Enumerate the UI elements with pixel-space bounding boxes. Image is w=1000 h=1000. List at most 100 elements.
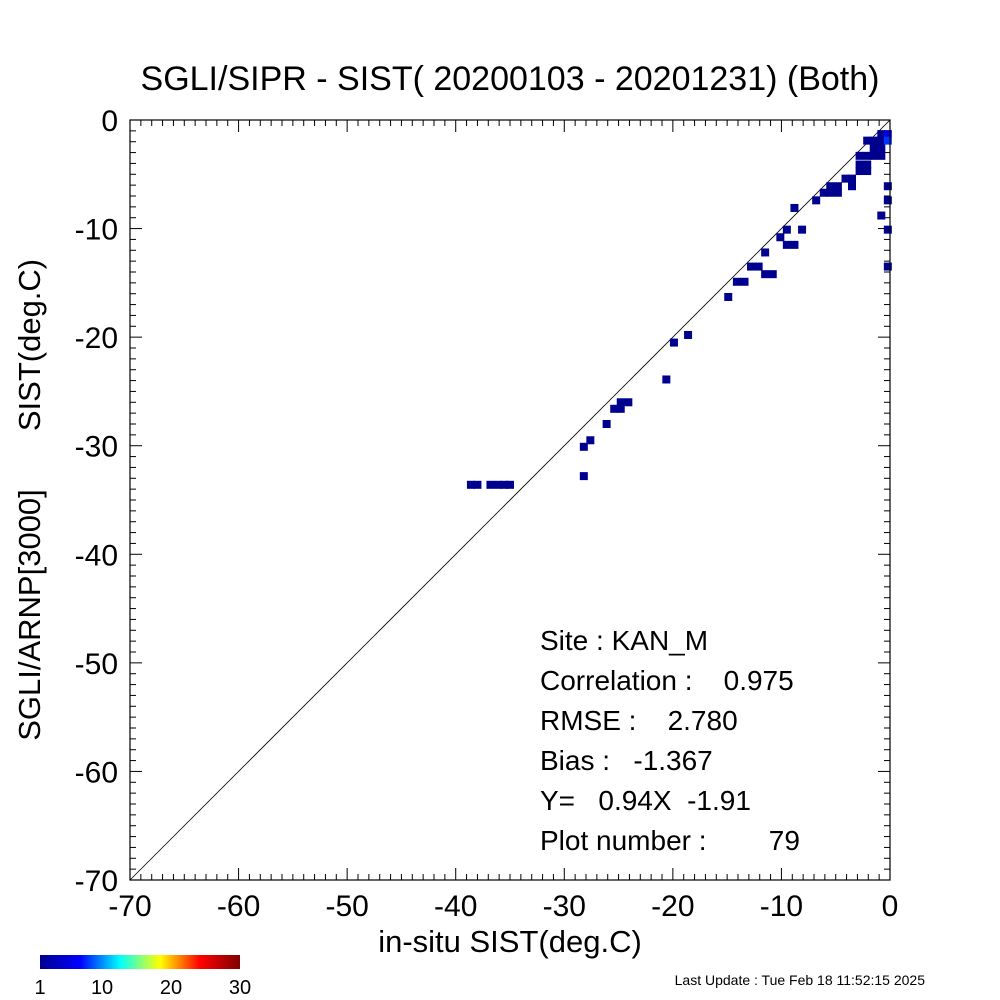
data-point [486,480,495,489]
data-point [662,375,671,384]
y-tick-labels: 0 -10 -20 -30 -40 -50 -60 -70 [75,105,118,898]
data-point [863,167,872,176]
data-point [877,151,886,160]
data-points [466,130,892,489]
last-update-text: Last Update : Tue Feb 18 11:52:15 2025 [675,972,926,988]
data-point [610,404,619,413]
data-point [586,436,595,445]
stats-line: Site : KAN_M [540,625,708,656]
data-point [624,398,633,407]
data-point [869,144,878,153]
x-tick-label: -10 [760,890,803,923]
data-point [812,196,821,205]
data-point [869,151,878,160]
data-point [877,211,886,220]
data-point [826,182,835,191]
data-point [494,480,503,489]
data-point [466,480,475,489]
stats-line: Plot number : 79 [540,825,800,856]
data-point [826,188,835,197]
x-tick-label: 0 [882,890,899,923]
data-point [684,330,693,339]
stats-line: Correlation : 0.975 [540,665,794,696]
colorbar-tick-label: 10 [91,977,113,999]
data-point [855,167,864,176]
data-point [819,188,828,197]
x-axis-label: in-situ SIST(deg.C) [378,924,642,959]
y-tick-label: -70 [75,865,118,898]
data-point [724,292,733,301]
data-point [740,277,749,286]
x-tick-labels: -70 -60 -50 -40 -30 -20 -10 0 [108,890,898,923]
data-point [616,398,625,407]
data-point [855,160,864,169]
y-tick-label: -50 [75,648,118,681]
data-point [877,144,886,153]
colorbar: 1 10 20 30 [34,955,251,999]
y-axis-label: SIST(deg.C) SGLI/ARNP[3000] [12,259,47,741]
data-point [602,420,611,428]
data-point [669,338,678,347]
data-point [790,203,799,212]
data-point [754,262,763,271]
y-tick-label: -40 [75,539,118,572]
data-point [790,240,799,249]
stats-line: RMSE : 2.780 [540,705,738,736]
colorbar-gradient [40,955,240,969]
data-point [761,248,770,257]
data-point [768,270,777,279]
data-point [883,196,892,205]
plot-frame [129,119,891,881]
y-tick-label: -60 [75,756,118,789]
data-point [782,240,791,249]
data-point [506,480,514,489]
y-tick-label: -20 [75,322,118,355]
y-tick-label: -10 [75,214,118,247]
data-point [833,188,842,197]
data-point [883,130,892,139]
colorbar-labels: 1 10 20 30 [34,977,251,999]
data-point [855,151,864,160]
data-point [732,277,741,286]
data-point [841,174,850,183]
x-tick-label: -50 [325,890,368,923]
x-tick-label: -30 [543,890,586,923]
data-point [500,480,509,489]
data-point [579,472,588,481]
data-point [848,182,856,191]
stats-line: Bias : -1.367 [540,745,713,776]
data-point [833,182,842,191]
x-tick-label: -60 [217,890,260,923]
data-point [883,262,892,271]
data-point [782,225,791,234]
y-axis-label-line-1: SIST(deg.C) [12,259,47,431]
data-point [863,160,872,169]
colorbar-tick-label: 30 [229,977,251,999]
colorbar-tick-label: 20 [160,977,182,999]
stats-box: Site : KAN_M Correlation : 0.975 RMSE : 2.… [540,625,800,856]
data-point [883,182,892,191]
y-axis-label-line-2: SGLI/ARNP[3000] [12,489,47,741]
x-tick-label: -40 [434,890,477,923]
y-tick-label: 0 [101,105,118,138]
data-point [883,136,892,145]
x-tick-label: -20 [651,890,694,923]
data-point [877,130,886,139]
data-point [473,480,482,489]
data-point [863,136,872,145]
data-point [579,442,588,451]
one-to-one-line [129,119,891,881]
data-point [747,262,756,271]
data-point [761,270,770,279]
data-point [848,174,856,183]
data-point [877,136,886,145]
chart-title: SGLI/SIPR - SIST( 20200103 - 20201231) (… [141,60,880,98]
data-point [616,404,625,413]
stats-line: Y= 0.94X -1.91 [540,785,751,816]
colorbar-tick-label: 1 [34,977,45,999]
data-point [776,233,785,242]
data-point [869,136,878,145]
data-point [863,151,872,160]
x-tick-label: -70 [108,890,151,923]
